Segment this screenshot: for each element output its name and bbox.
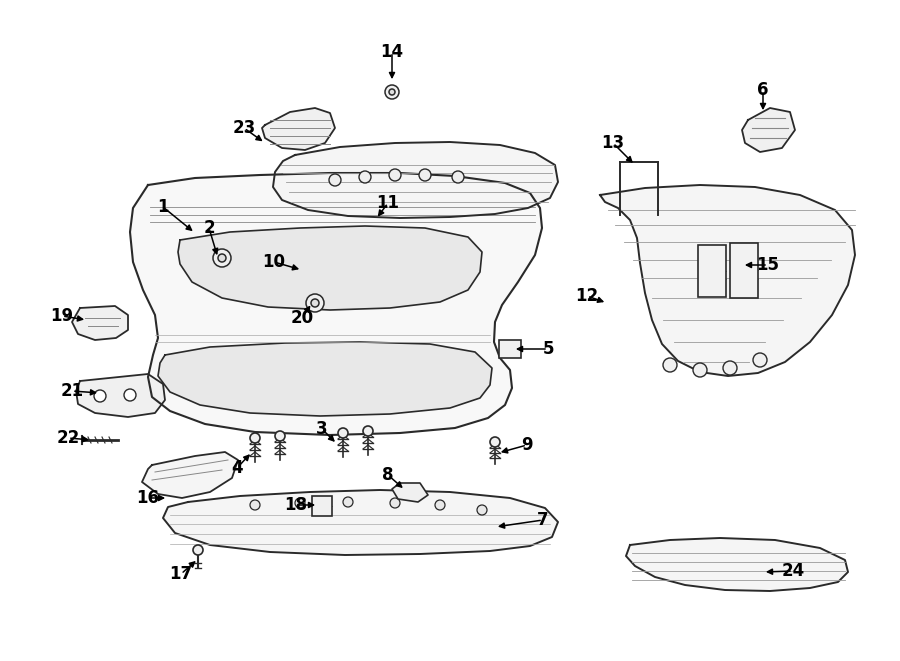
Bar — [499, 340, 521, 358]
Text: 3: 3 — [316, 420, 328, 438]
Circle shape — [275, 431, 285, 441]
Circle shape — [753, 353, 767, 367]
Text: 21: 21 — [60, 382, 84, 400]
Circle shape — [419, 169, 431, 181]
Polygon shape — [626, 538, 848, 591]
Text: 2: 2 — [203, 219, 215, 237]
Circle shape — [363, 426, 373, 436]
Circle shape — [389, 89, 395, 95]
Circle shape — [452, 171, 464, 183]
Circle shape — [435, 500, 445, 510]
Circle shape — [477, 505, 487, 515]
Text: 4: 4 — [231, 459, 243, 477]
Circle shape — [389, 169, 401, 181]
Circle shape — [124, 389, 136, 401]
Circle shape — [663, 358, 677, 372]
Text: 20: 20 — [291, 309, 313, 327]
Text: 23: 23 — [232, 119, 256, 137]
Circle shape — [338, 428, 348, 438]
Text: 22: 22 — [57, 429, 79, 447]
Circle shape — [693, 363, 707, 377]
Polygon shape — [742, 108, 795, 152]
Polygon shape — [163, 490, 558, 555]
Bar — [698, 245, 726, 297]
Text: 11: 11 — [376, 194, 400, 212]
Text: 7: 7 — [537, 511, 549, 529]
Circle shape — [329, 174, 341, 186]
Polygon shape — [142, 452, 238, 498]
Circle shape — [359, 171, 371, 183]
Polygon shape — [273, 142, 558, 218]
Text: 10: 10 — [263, 253, 285, 271]
Bar — [312, 496, 332, 516]
Circle shape — [343, 497, 353, 507]
Text: 17: 17 — [169, 565, 193, 583]
Text: 24: 24 — [781, 562, 805, 580]
Circle shape — [193, 545, 203, 555]
Text: 8: 8 — [382, 466, 394, 484]
Circle shape — [295, 498, 305, 508]
Circle shape — [94, 390, 106, 402]
Text: 18: 18 — [284, 496, 308, 514]
Text: 6: 6 — [757, 81, 769, 99]
Text: 16: 16 — [137, 489, 159, 507]
Polygon shape — [72, 306, 128, 340]
Circle shape — [250, 433, 260, 443]
Polygon shape — [158, 342, 492, 416]
Circle shape — [390, 498, 400, 508]
Text: 15: 15 — [757, 256, 779, 274]
Polygon shape — [130, 173, 542, 435]
Text: 13: 13 — [601, 134, 625, 152]
Bar — [730, 243, 758, 298]
Polygon shape — [392, 483, 428, 502]
Text: 14: 14 — [381, 43, 403, 61]
Polygon shape — [262, 108, 335, 150]
Circle shape — [490, 437, 500, 447]
Text: 19: 19 — [50, 307, 74, 325]
Polygon shape — [600, 185, 855, 376]
Text: 5: 5 — [542, 340, 554, 358]
Circle shape — [213, 249, 231, 267]
Circle shape — [723, 361, 737, 375]
Circle shape — [250, 500, 260, 510]
Circle shape — [385, 85, 399, 99]
Text: 12: 12 — [575, 287, 598, 305]
Polygon shape — [178, 226, 482, 310]
Polygon shape — [76, 374, 165, 417]
Circle shape — [218, 254, 226, 262]
Circle shape — [306, 294, 324, 312]
Text: 1: 1 — [158, 198, 169, 216]
Text: 9: 9 — [521, 436, 533, 454]
Circle shape — [311, 299, 319, 307]
